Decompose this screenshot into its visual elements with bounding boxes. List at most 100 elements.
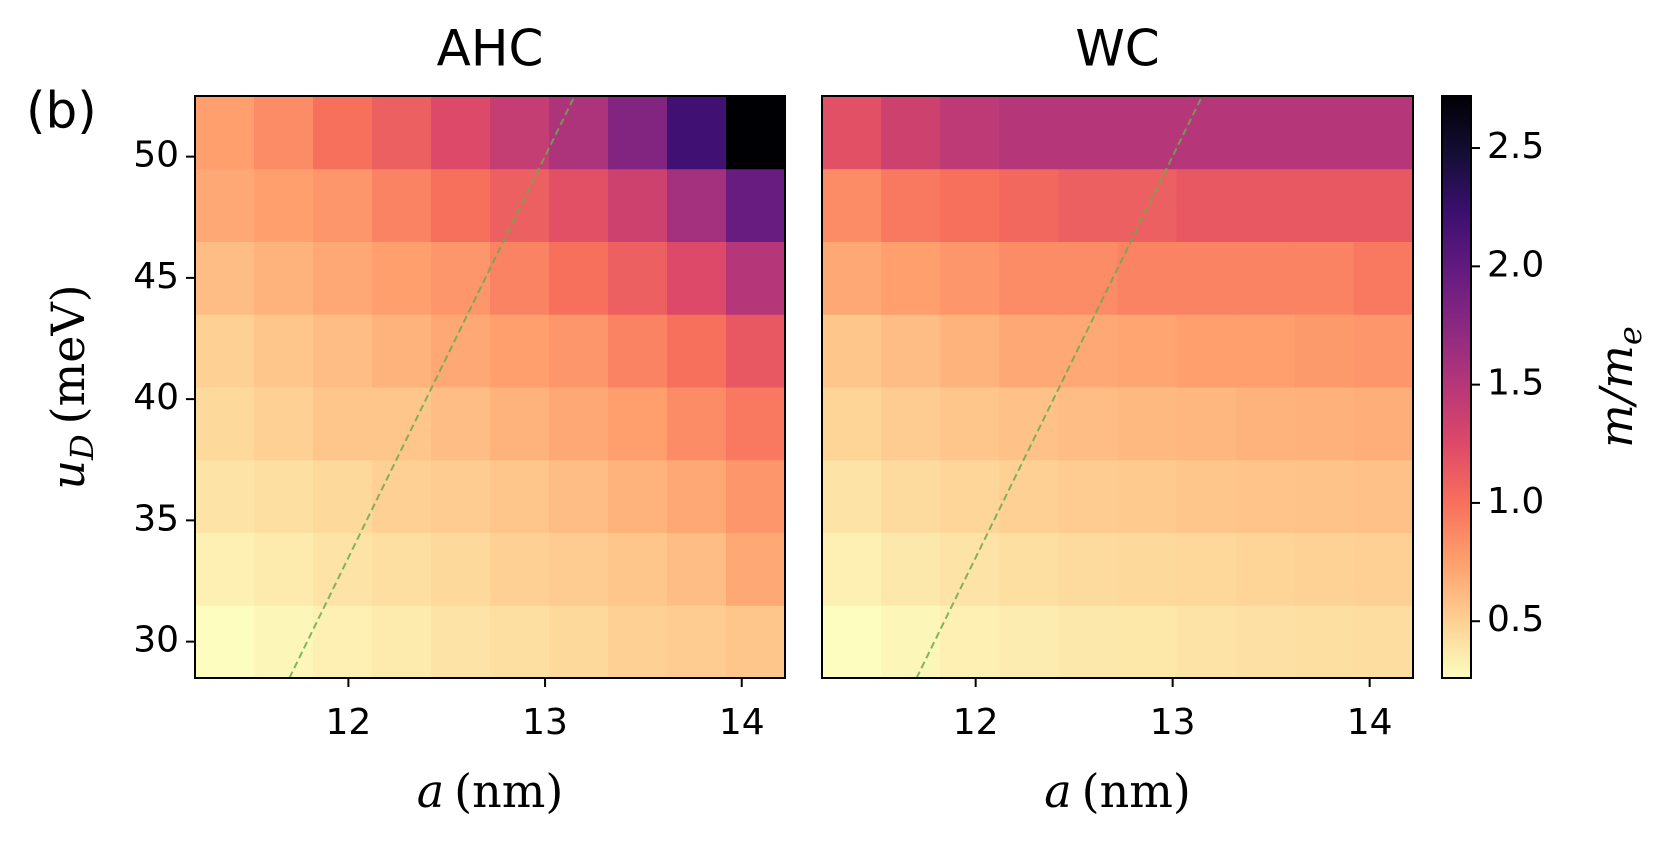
heatmap-cell — [940, 96, 1000, 170]
heatmap-cell — [822, 459, 882, 533]
heatmap-cell — [1058, 605, 1118, 679]
heatmap-cell — [726, 605, 786, 679]
label-unit: (meV) — [41, 284, 95, 424]
axes-frame — [821, 95, 1414, 679]
heatmap-cell — [195, 96, 255, 170]
axis-label: a (nm) — [417, 764, 564, 818]
x-tick-label: 14 — [719, 702, 765, 743]
heatmap-cell — [313, 314, 373, 388]
heatmap-cell — [372, 168, 432, 242]
heatmap-cell — [1294, 387, 1355, 461]
heatmap-cell — [490, 387, 550, 461]
heatmap-cell — [1058, 241, 1118, 315]
heatmap-cell — [940, 387, 1000, 461]
heatmap-cell — [1058, 387, 1118, 461]
heatmap-cell — [726, 168, 786, 242]
heatmap-cell — [1353, 168, 1414, 242]
heatmap-cell — [1117, 314, 1178, 388]
heatmap-cell — [1117, 241, 1178, 315]
heatmap-cell — [1353, 459, 1414, 533]
heatmap-cell — [940, 314, 1000, 388]
heatmap-cell — [372, 532, 432, 606]
heatmap-cell — [1117, 387, 1178, 461]
heatmap-cell — [549, 605, 609, 679]
colorbar-tick-label: 1.5 — [1487, 363, 1544, 404]
guide-line — [288, 95, 576, 679]
heatmap-cell — [1294, 314, 1355, 388]
heatmap-cell — [940, 241, 1000, 315]
colorbar-tick-label: 2.5 — [1487, 126, 1544, 167]
heatmap-cell — [726, 96, 786, 170]
y-tick-label: 45 — [133, 256, 179, 297]
colorbar-tick-label: 2.0 — [1487, 244, 1544, 285]
heatmap-cell — [372, 459, 432, 533]
heatmap-cell — [1176, 241, 1237, 315]
heatmap-cell — [822, 532, 882, 606]
heatmap-cell — [1176, 459, 1237, 533]
heatmap-cell — [1353, 387, 1414, 461]
heatmap-cell — [372, 96, 432, 170]
heatmap-cell — [254, 387, 314, 461]
heatmap-cell — [1294, 459, 1355, 533]
heatmap-cell — [490, 241, 550, 315]
axis-label: m/me — [1589, 326, 1649, 448]
axis-label: uD (meV) — [41, 284, 101, 489]
heatmap-cell — [1176, 387, 1237, 461]
heatmap-cell — [490, 96, 550, 170]
heatmap-cell — [1176, 314, 1237, 388]
heatmap-cell — [1235, 96, 1296, 170]
chart-title: WC — [1075, 20, 1159, 78]
heatmap-cell — [549, 387, 609, 461]
heatmap-cell — [313, 168, 373, 242]
heatmap-cell — [667, 605, 727, 679]
heatmap-cell — [1117, 605, 1178, 679]
x-tick-label: 14 — [1347, 702, 1393, 743]
heatmap-cell — [313, 459, 373, 533]
heatmap-cell — [822, 168, 882, 242]
heatmap-cell — [999, 532, 1059, 606]
colorbar — [1441, 95, 1472, 679]
heatmap-cell — [940, 168, 1000, 242]
heatmap-cell — [549, 532, 609, 606]
heatmap-cell — [726, 387, 786, 461]
label-variable: u — [41, 460, 95, 490]
label-variable: a — [417, 764, 444, 818]
heatmap-cell — [1176, 96, 1237, 170]
heatmap-cell — [822, 314, 882, 388]
heatmap-cell — [999, 459, 1059, 533]
heatmap-cell — [999, 96, 1059, 170]
heatmap-cell — [431, 241, 491, 315]
heatmap-cell — [822, 96, 882, 170]
heatmap-cell — [1353, 241, 1414, 315]
axes-frame — [194, 95, 786, 679]
x-tick-label: 12 — [325, 702, 371, 743]
heatmap-cell — [667, 314, 727, 388]
heatmap-cell — [1176, 168, 1237, 242]
heatmap-cell — [431, 532, 491, 606]
heatmap-cell — [549, 168, 609, 242]
heatmap-cell — [999, 168, 1059, 242]
heatmap-cell — [254, 532, 314, 606]
heatmap-cell — [726, 314, 786, 388]
heatmap-cell — [1058, 532, 1118, 606]
colorbar-tick-label: 0.5 — [1487, 599, 1544, 640]
heatmap-cell — [490, 532, 550, 606]
heatmap-cell — [1176, 532, 1237, 606]
heatmap-cell — [549, 96, 609, 170]
heatmap-cell — [1117, 459, 1178, 533]
heatmap-cell — [726, 532, 786, 606]
heatmap-cell — [195, 459, 255, 533]
heatmap-cell — [1294, 168, 1355, 242]
y-tick-label: 50 — [133, 135, 179, 176]
heatmap-cell — [822, 387, 882, 461]
heatmap-cell — [667, 532, 727, 606]
heatmap-cell — [372, 314, 432, 388]
label-unit: (nm) — [1082, 764, 1191, 818]
heatmap-cell — [881, 168, 941, 242]
heatmap-cell — [608, 532, 668, 606]
heatmap-cell — [254, 241, 314, 315]
heatmap-cell — [1235, 314, 1296, 388]
heatmap-cell — [1058, 459, 1118, 533]
heatmap-cell — [313, 96, 373, 170]
